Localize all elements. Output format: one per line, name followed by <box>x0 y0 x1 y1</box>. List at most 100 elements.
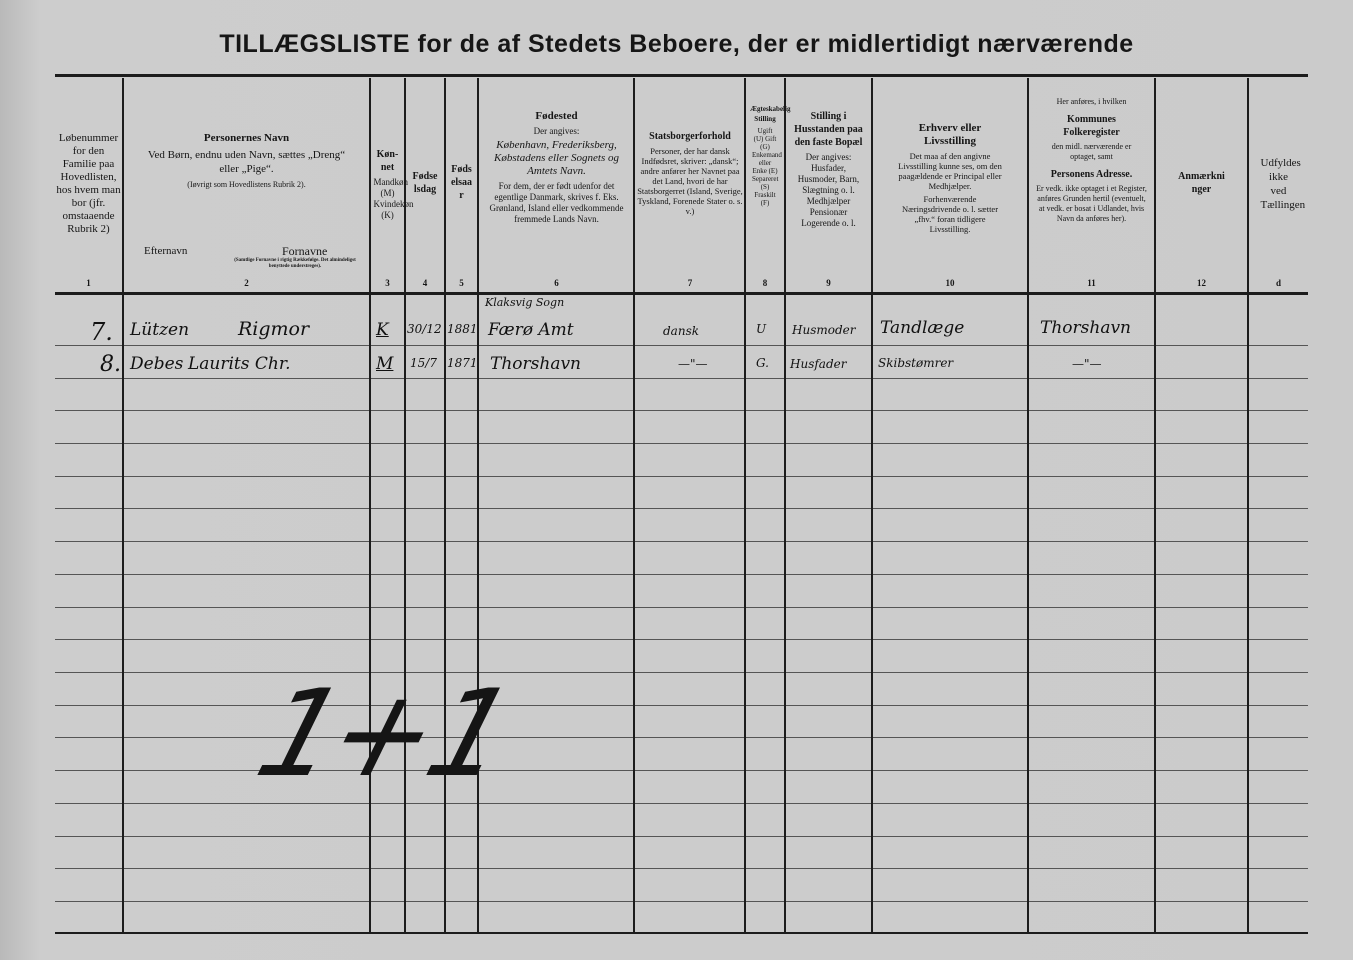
header-text: den midl. nærværende er optaget, samt <box>1051 142 1132 161</box>
column-divider <box>404 78 406 933</box>
column-header-10: Erhverv eller Livsstilling Det maa af de… <box>873 84 1027 284</box>
header-heading: Fødselsdag <box>412 170 438 195</box>
column-divider <box>477 78 479 933</box>
column-number: 7 <box>687 278 693 288</box>
row-line <box>55 541 1308 542</box>
column-header-6: Fødested Der angives: København, Frederi… <box>480 84 633 284</box>
entry-birthplace: Færø Amt <box>488 320 574 340</box>
column-divider <box>744 78 746 933</box>
entry-household-position: Husmoder <box>792 323 856 337</box>
header-sub-given-note: (Samtlige Fornavne i rigtig Rækkefølge. … <box>234 258 356 269</box>
header-text: Ved Børn, endnu uden Navn, sættes „Dreng… <box>147 149 346 175</box>
column-divider <box>1027 78 1029 933</box>
column-header-7: Statsborgerforhold Personer, der har dan… <box>636 84 744 284</box>
header-heading-2: Personens Adresse. <box>1050 169 1133 180</box>
column-number: 4 <box>422 278 428 288</box>
entry-sex: M <box>376 354 394 374</box>
header-heading: Personernes Navn <box>203 132 290 144</box>
header-pre: Her anføres, i hvilken <box>1056 97 1127 106</box>
header-text: Det maa af den angivne Livsstilling kunn… <box>898 151 1002 191</box>
row-line <box>55 770 1308 771</box>
entry-birthplace-parish: Klaksvig Sogn <box>485 296 565 309</box>
column-number: 12 <box>1197 278 1206 288</box>
column-divider <box>369 78 371 933</box>
entry-household-position: Husfader <box>790 357 847 371</box>
header-text: Udfyldes ikke ved Tællingen <box>1260 157 1306 211</box>
entry-given-name: Laurits Chr. <box>188 354 291 374</box>
header-text: Der angives: Husfader, Husmoder, Barn, S… <box>797 152 860 228</box>
entry-number: 7. <box>90 318 113 346</box>
header-heading: Statsborgerforhold <box>649 131 731 142</box>
row-line <box>55 378 1308 379</box>
column-header-d: Udfyldes ikke ved Tællingen <box>1249 84 1308 314</box>
entry-birthday: 15/7 <box>410 356 437 370</box>
entry-number: 8. <box>100 352 121 377</box>
header-top-rule <box>55 74 1308 77</box>
header-sub-surname: Efternavn <box>144 245 188 257</box>
header-heading: Ægteskabelig Stilling <box>750 105 791 123</box>
row-line <box>55 737 1308 738</box>
entry-citizenship: —"— <box>678 357 708 371</box>
entry-citizenship: dansk <box>663 324 699 338</box>
column-header-1: Løbenummer for den Familie paa Hovedlist… <box>55 84 122 284</box>
column-divider <box>784 78 786 933</box>
header-text: Mandkøn (M) Kvindekøn (K) <box>373 176 414 220</box>
form-title: TILLÆGSLISTE for de af Stedets Beboere, … <box>219 30 1134 58</box>
column-number: 10 <box>945 278 955 288</box>
column-number: 8 <box>762 278 768 288</box>
row-line <box>55 836 1308 837</box>
header-heading: Stilling i Husstanden paa den faste Bopæ… <box>794 111 863 148</box>
column-divider <box>1154 78 1156 933</box>
column-header-5: Fødselsaar <box>446 84 477 284</box>
column-header-12: Anmærkninger <box>1156 84 1247 284</box>
column-divider <box>633 78 635 933</box>
table-bottom-rule <box>55 932 1308 934</box>
header-note: (Iøvrigt som Hovedlistens Rubrik 2). <box>187 180 306 189</box>
header-text: Der angives: <box>533 126 580 136</box>
header-note: Forhenværende Næringsdrivende o. l. sætt… <box>901 194 999 234</box>
row-line <box>55 639 1308 640</box>
entry-occupation: Tandlæge <box>880 318 965 338</box>
column-divider <box>122 78 124 933</box>
entry-given-name: Rigmor <box>238 318 310 340</box>
header-heading: Køn-net <box>376 148 399 173</box>
row-line <box>55 574 1308 575</box>
header-heading: Kommunes Folkeregister <box>1063 114 1120 138</box>
header-heading: Erhverv eller Livsstilling <box>918 122 982 147</box>
column-header-8: Ægteskabelig Stilling Ugift (U) Gift (G)… <box>746 84 791 284</box>
row-line <box>55 901 1308 902</box>
header-heading: Fødested <box>535 110 578 122</box>
header-italic: København, Frederiksberg, Købstadens ell… <box>494 139 619 177</box>
header-text: Løbenummer for den Familie paa Hovedlist… <box>56 132 121 235</box>
row-line <box>55 672 1308 673</box>
entry-address: Thorshavn <box>1040 318 1132 338</box>
column-number: 2 <box>244 278 249 288</box>
column-header-2: Personernes Navn Ved Børn, endnu uden Na… <box>124 84 369 282</box>
column-number: 3 <box>385 278 390 288</box>
row-line <box>55 345 1308 346</box>
column-header-9: Stilling i Husstanden paa den faste Bopæ… <box>786 84 871 284</box>
entry-address: —"— <box>1072 357 1102 371</box>
row-line <box>55 705 1308 706</box>
row-line <box>55 508 1308 509</box>
header-note: Er vedk. ikke optaget i et Register, anf… <box>1036 184 1147 223</box>
entry-birthday: 30/12 <box>407 322 442 336</box>
entry-surname: Debes <box>130 354 184 374</box>
tally-mark: 1+1 <box>228 665 538 804</box>
header-sub-given: Fornavne <box>282 244 328 258</box>
header-heading: Fødselsaar <box>450 164 473 201</box>
column-header-11: Her anføres, i hvilken Kommunes Folkereg… <box>1029 84 1154 284</box>
column-divider <box>444 78 446 933</box>
header-text: Personer, der har dansk Indfødsret, skri… <box>637 146 743 216</box>
entry-birthplace: Thorshavn <box>490 354 582 374</box>
column-divider <box>1247 78 1249 933</box>
column-number: 5 <box>459 278 464 288</box>
column-number: 6 <box>554 278 559 288</box>
entry-sex: K <box>376 320 389 340</box>
entry-occupation: Skibstømrer <box>878 356 954 370</box>
entry-marital-status: U <box>756 322 767 336</box>
entry-marital-status: G. <box>756 356 769 370</box>
header-bottom-rule <box>55 292 1308 295</box>
header-note: For dem, der er født udenfor det egentli… <box>489 181 624 224</box>
